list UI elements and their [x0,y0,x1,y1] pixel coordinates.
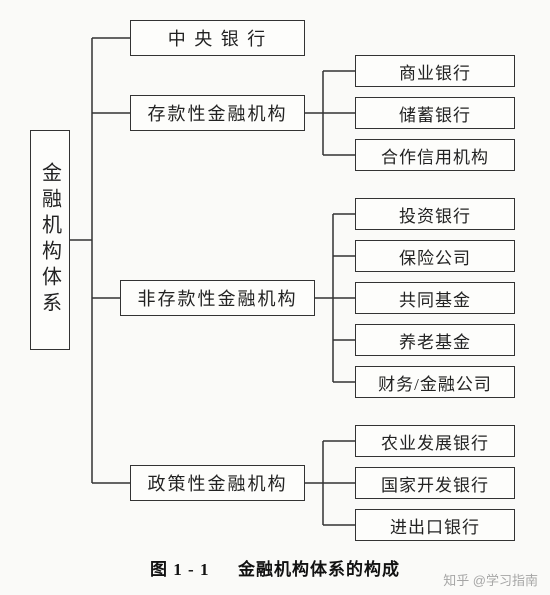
mid-node-policy: 政策性金融机构 [130,465,305,501]
mid-node-nondep: 非存款性金融机构 [120,280,315,316]
leaf-node-nondep-2: 共同基金 [355,282,515,314]
leaf-node-deposit-2: 合作信用机构 [355,139,515,171]
caption-prefix: 图 1 - 1 [150,560,209,579]
leaf-node-nondep-1: 保险公司 [355,240,515,272]
tree-diagram: 金融机构体系 中 央 银 行存款性金融机构 商业银行储蓄银行合作信用机构非存款性金融… [0,0,550,560]
leaf-node-nondep-4: 财务/金融公司 [355,366,515,398]
caption-text: 金融机构体系的构成 [238,560,400,579]
leaf-node-policy-2: 进出口银行 [355,509,515,541]
leaf-node-deposit-0: 商业银行 [355,55,515,87]
leaf-node-nondep-3: 养老基金 [355,324,515,356]
leaf-node-policy-1: 国家开发银行 [355,467,515,499]
watermark: 知乎 @学习指南 [443,570,538,589]
mid-node-deposit: 存款性金融机构 [130,95,305,131]
leaf-node-deposit-1: 储蓄银行 [355,97,515,129]
root-node: 金融机构体系 [30,130,70,350]
leaf-node-nondep-0: 投资银行 [355,198,515,230]
leaf-node-policy-0: 农业发展银行 [355,425,515,457]
mid-node-central: 中 央 银 行 [130,20,305,56]
